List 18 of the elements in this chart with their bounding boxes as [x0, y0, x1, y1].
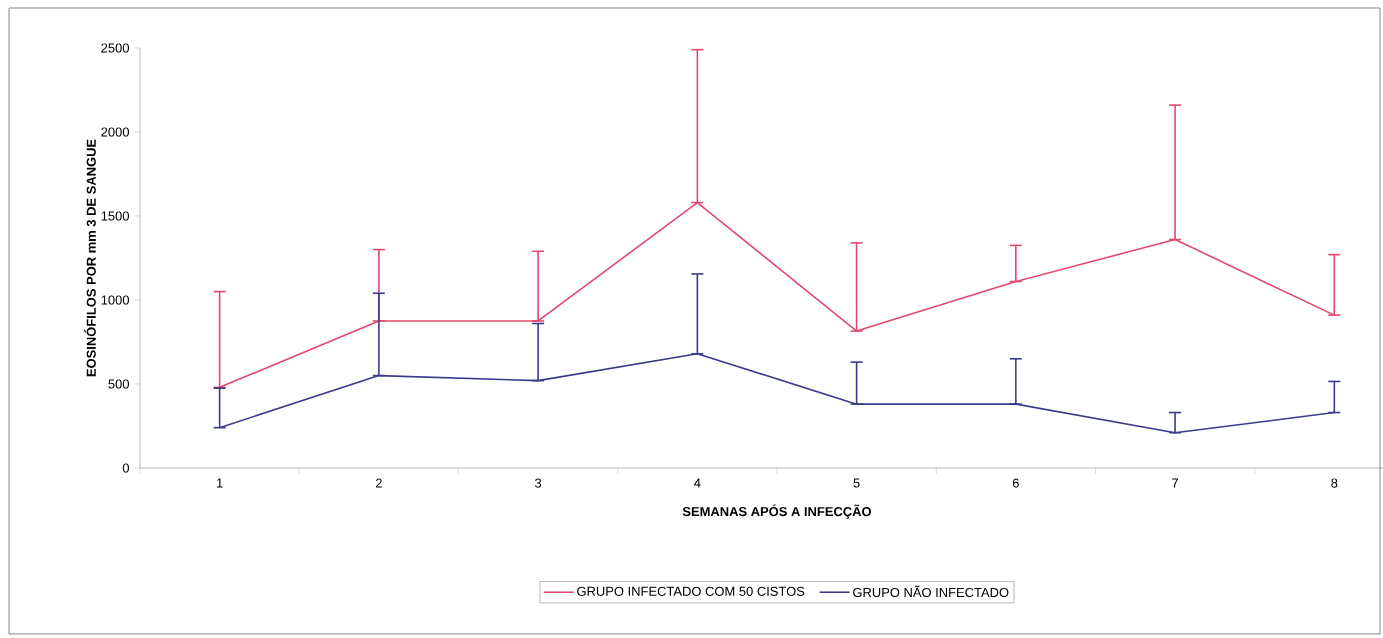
y-tick-label: 1000 [101, 295, 129, 305]
y-tick-label: 500 [108, 379, 129, 389]
x-tick-label: 1 [217, 478, 223, 488]
x-tick-label: 8 [1331, 478, 1338, 488]
y-tick-label: 2000 [101, 127, 129, 137]
x-tick-label: 4 [694, 478, 701, 488]
y-tick-label: 2500 [101, 43, 129, 53]
x-tick-label: 3 [535, 478, 542, 488]
y-axis-title: EOSINÓFILOS POR mm 3 DE SANGUE [84, 139, 96, 377]
x-tick-label: 7 [1172, 478, 1179, 488]
y-tick-label: 1500 [101, 211, 129, 221]
x-axis-title: SEMANAS APÓS A INFECÇÃO [682, 504, 872, 519]
x-tick-label: 6 [1012, 478, 1019, 488]
x-tick-label: 5 [853, 478, 860, 488]
legend-label: GRUPO INFECTADO COM 50 CISTOS [577, 586, 805, 596]
y-tick-label: 0 [122, 463, 129, 473]
legend-label: GRUPO NÃO INFECTADO [853, 585, 1009, 598]
x-tick-label: 2 [375, 478, 382, 488]
